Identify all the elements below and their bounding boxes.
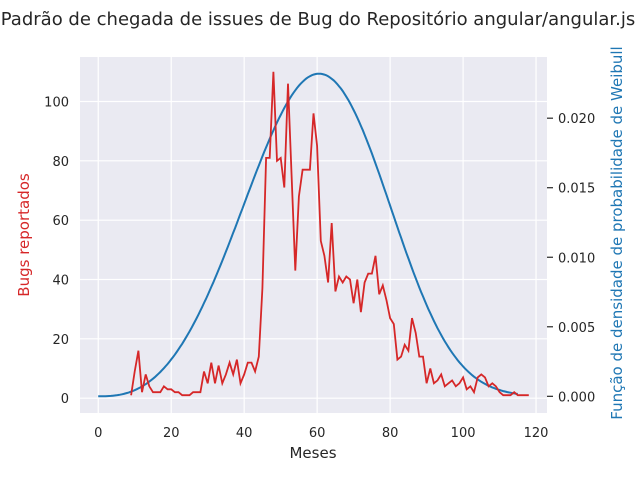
x-tick-label: 120 (524, 426, 549, 441)
y-left-tick-label: 0 (61, 392, 69, 407)
x-tick-label: 40 (236, 426, 253, 441)
x-axis: 0 20 40 60 80 100 120 (94, 426, 548, 441)
y-left-tick-label: 40 (52, 274, 69, 289)
y-axis-left: 0 20 40 60 80 100 (44, 96, 69, 408)
y-axis-right-label: Função de densidade de probabilidade de … (608, 46, 626, 419)
y-left-tick-label: 60 (52, 214, 69, 229)
x-tick-label: 60 (309, 426, 326, 441)
x-tick-label: 80 (382, 426, 399, 441)
x-tick-label: 20 (163, 426, 180, 441)
y-right-tick-label: 0.000 (558, 390, 595, 405)
bugs-line (130, 71, 529, 397)
x-tick-label: 0 (94, 426, 102, 441)
grid (80, 57, 547, 413)
y-left-tick-label: 100 (44, 96, 69, 111)
y-left-tick-label: 20 (52, 333, 69, 348)
x-tick-label: 100 (451, 426, 476, 441)
y-axis-right: 0.000 0.005 0.010 0.015 0.020 (547, 112, 595, 405)
x-axis-label: Meses (289, 444, 336, 462)
chart-title: Padrão de chegada de issues de Bug do Re… (1, 9, 635, 30)
y-right-tick-label: 0.020 (558, 112, 595, 127)
y-left-tick-label: 80 (52, 155, 69, 170)
y-right-tick-label: 0.010 (558, 251, 595, 266)
y-right-tick-label: 0.015 (558, 182, 595, 197)
plot-area (80, 57, 547, 413)
weibull-line (98, 72, 518, 398)
y-axis-left-label: Bugs reportados (15, 173, 33, 297)
y-right-tick-label: 0.005 (558, 321, 595, 336)
